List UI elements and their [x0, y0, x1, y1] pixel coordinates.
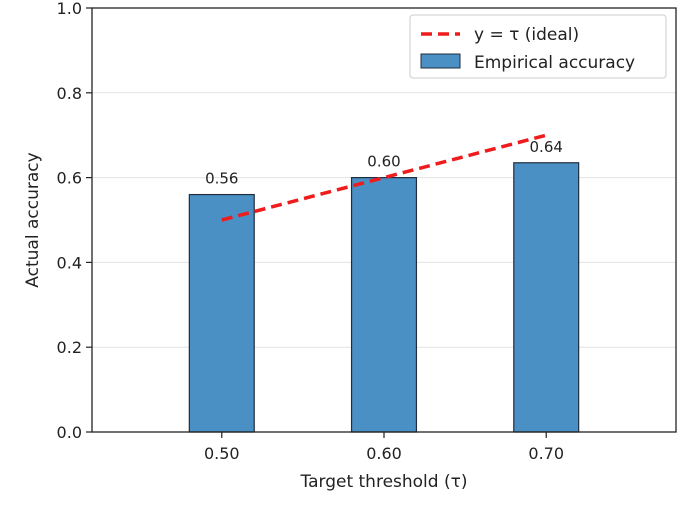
legend-box — [409, 14, 667, 79]
y-tick-label: 0.6 — [57, 169, 82, 188]
bar — [350, 177, 418, 433]
ideal-line-series — [221, 133, 547, 222]
x-tick-label: 0.50 — [204, 444, 240, 463]
legend: y = τ (ideal) Empirical accuracy — [409, 14, 667, 79]
y-tick-label: 0.2 — [57, 338, 82, 357]
y-axis-ticks: 0.0 0.2 0.4 0.6 0.8 1.0 — [57, 0, 92, 442]
legend-bar-label: Empirical accuracy — [474, 53, 635, 73]
x-tick-label: 0.70 — [528, 444, 564, 463]
bar-data-label: 0.56 — [205, 170, 238, 188]
x-tick-label: 0.60 — [366, 444, 402, 463]
legend-ideal-label: y = τ (ideal) — [474, 25, 579, 45]
y-axis-label: Actual accuracy — [23, 152, 43, 287]
legend-bar-swatch — [420, 53, 461, 69]
x-axis-ticks: 0.50 0.60 0.70 — [204, 432, 564, 463]
bar-data-label: 0.60 — [367, 153, 400, 171]
bar-data-label: 0.64 — [530, 138, 563, 156]
bar — [513, 162, 580, 433]
bar — [188, 193, 255, 433]
y-tick-label: 0.4 — [57, 253, 82, 272]
x-axis-label: Target threshold (τ) — [300, 472, 468, 492]
y-tick-label: 0.8 — [57, 84, 82, 103]
data-labels: 0.56 0.60 0.64 — [205, 138, 563, 188]
ideal-line — [221, 133, 547, 222]
bar-series — [188, 162, 580, 433]
y-tick-label: 0.0 — [57, 423, 82, 442]
y-tick-label: 1.0 — [57, 0, 82, 18]
